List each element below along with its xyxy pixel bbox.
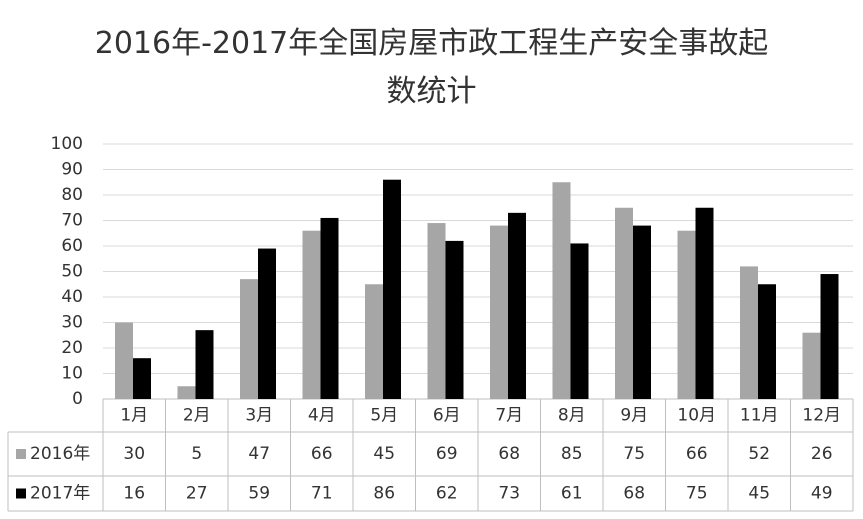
y-tick-label: 30: [61, 313, 83, 333]
bar: [258, 248, 276, 399]
bar: [177, 386, 196, 399]
x-tick-label: 1月: [120, 406, 148, 426]
table-value: 85: [561, 444, 583, 464]
table-value: 61: [561, 484, 583, 504]
bar: [677, 230, 696, 399]
legend-label: 2016年: [30, 444, 90, 464]
table-value: 27: [186, 484, 208, 504]
y-tick-label: 100: [51, 134, 83, 154]
table-value: 66: [686, 444, 708, 464]
table-value: 26: [811, 444, 833, 464]
x-tick-label: 9月: [620, 406, 648, 426]
chart-title: 2016年-2017年全国房屋市政工程生产安全事故起数统计: [94, 26, 769, 109]
bar: [802, 332, 821, 399]
table-value: 45: [373, 444, 395, 464]
bar: [115, 322, 133, 399]
legend-swatch: [16, 449, 26, 459]
x-tick-label: 2月: [183, 406, 211, 426]
table-value: 30: [123, 444, 145, 464]
table-value: 69: [436, 444, 458, 464]
table-value: 66: [311, 444, 333, 464]
y-tick-label: 50: [61, 262, 83, 282]
table-value: 68: [623, 484, 645, 504]
bar: [552, 182, 571, 399]
table-value: 45: [748, 484, 770, 504]
table-value: 68: [498, 444, 520, 464]
bar: [615, 207, 633, 399]
x-tick-label: 5月: [370, 406, 398, 426]
x-tick-label: 3月: [245, 406, 273, 426]
bar: [133, 358, 151, 399]
bar: [490, 225, 508, 399]
y-tick-label: 90: [61, 160, 83, 180]
bar: [508, 212, 526, 399]
bar: [427, 223, 446, 399]
bar: [758, 284, 776, 399]
table-value: 75: [623, 444, 645, 464]
y-tick-label: 70: [61, 211, 83, 231]
table-value: 16: [123, 484, 145, 504]
bar: [740, 266, 758, 399]
y-tick-label: 20: [61, 338, 83, 358]
table-value: 47: [248, 444, 270, 464]
x-tick-label: 7月: [495, 406, 523, 426]
bar: [195, 330, 214, 399]
y-tick-label: 0: [72, 389, 83, 409]
table-value: 73: [498, 484, 520, 504]
table-value: 62: [436, 484, 458, 504]
bar: [695, 207, 714, 399]
x-tick-label: 12月: [802, 406, 841, 426]
bar: [570, 243, 589, 399]
x-tick-label: 6月: [433, 406, 461, 426]
table-value: 49: [811, 484, 833, 504]
table-value: 86: [373, 484, 395, 504]
legend-swatch: [16, 488, 26, 499]
bar: [240, 279, 258, 399]
x-tick-label: 4月: [308, 406, 336, 426]
bar: [383, 179, 401, 399]
y-tick-label: 40: [61, 287, 83, 307]
y-tick-label: 80: [61, 185, 83, 205]
x-tick-label: 11月: [740, 406, 779, 426]
table-value: 59: [248, 484, 270, 504]
table-value: 52: [748, 444, 770, 464]
bar: [633, 225, 651, 399]
bar: [365, 284, 383, 399]
y-tick-label: 60: [61, 236, 83, 256]
x-tick-label: 8月: [558, 406, 586, 426]
y-tick-label: 10: [61, 364, 83, 384]
table-value: 5: [191, 444, 202, 464]
bar: [445, 240, 464, 399]
title-box: 2016年-2017年全国房屋市政工程生产安全事故起数统计: [0, 20, 863, 116]
table-value: 71: [311, 484, 333, 504]
bar: [820, 274, 839, 399]
legend-label: 2017年: [30, 484, 90, 504]
bar: [320, 217, 339, 399]
bar: [302, 230, 321, 399]
table-value: 75: [686, 484, 708, 504]
x-tick-label: 10月: [677, 406, 716, 426]
